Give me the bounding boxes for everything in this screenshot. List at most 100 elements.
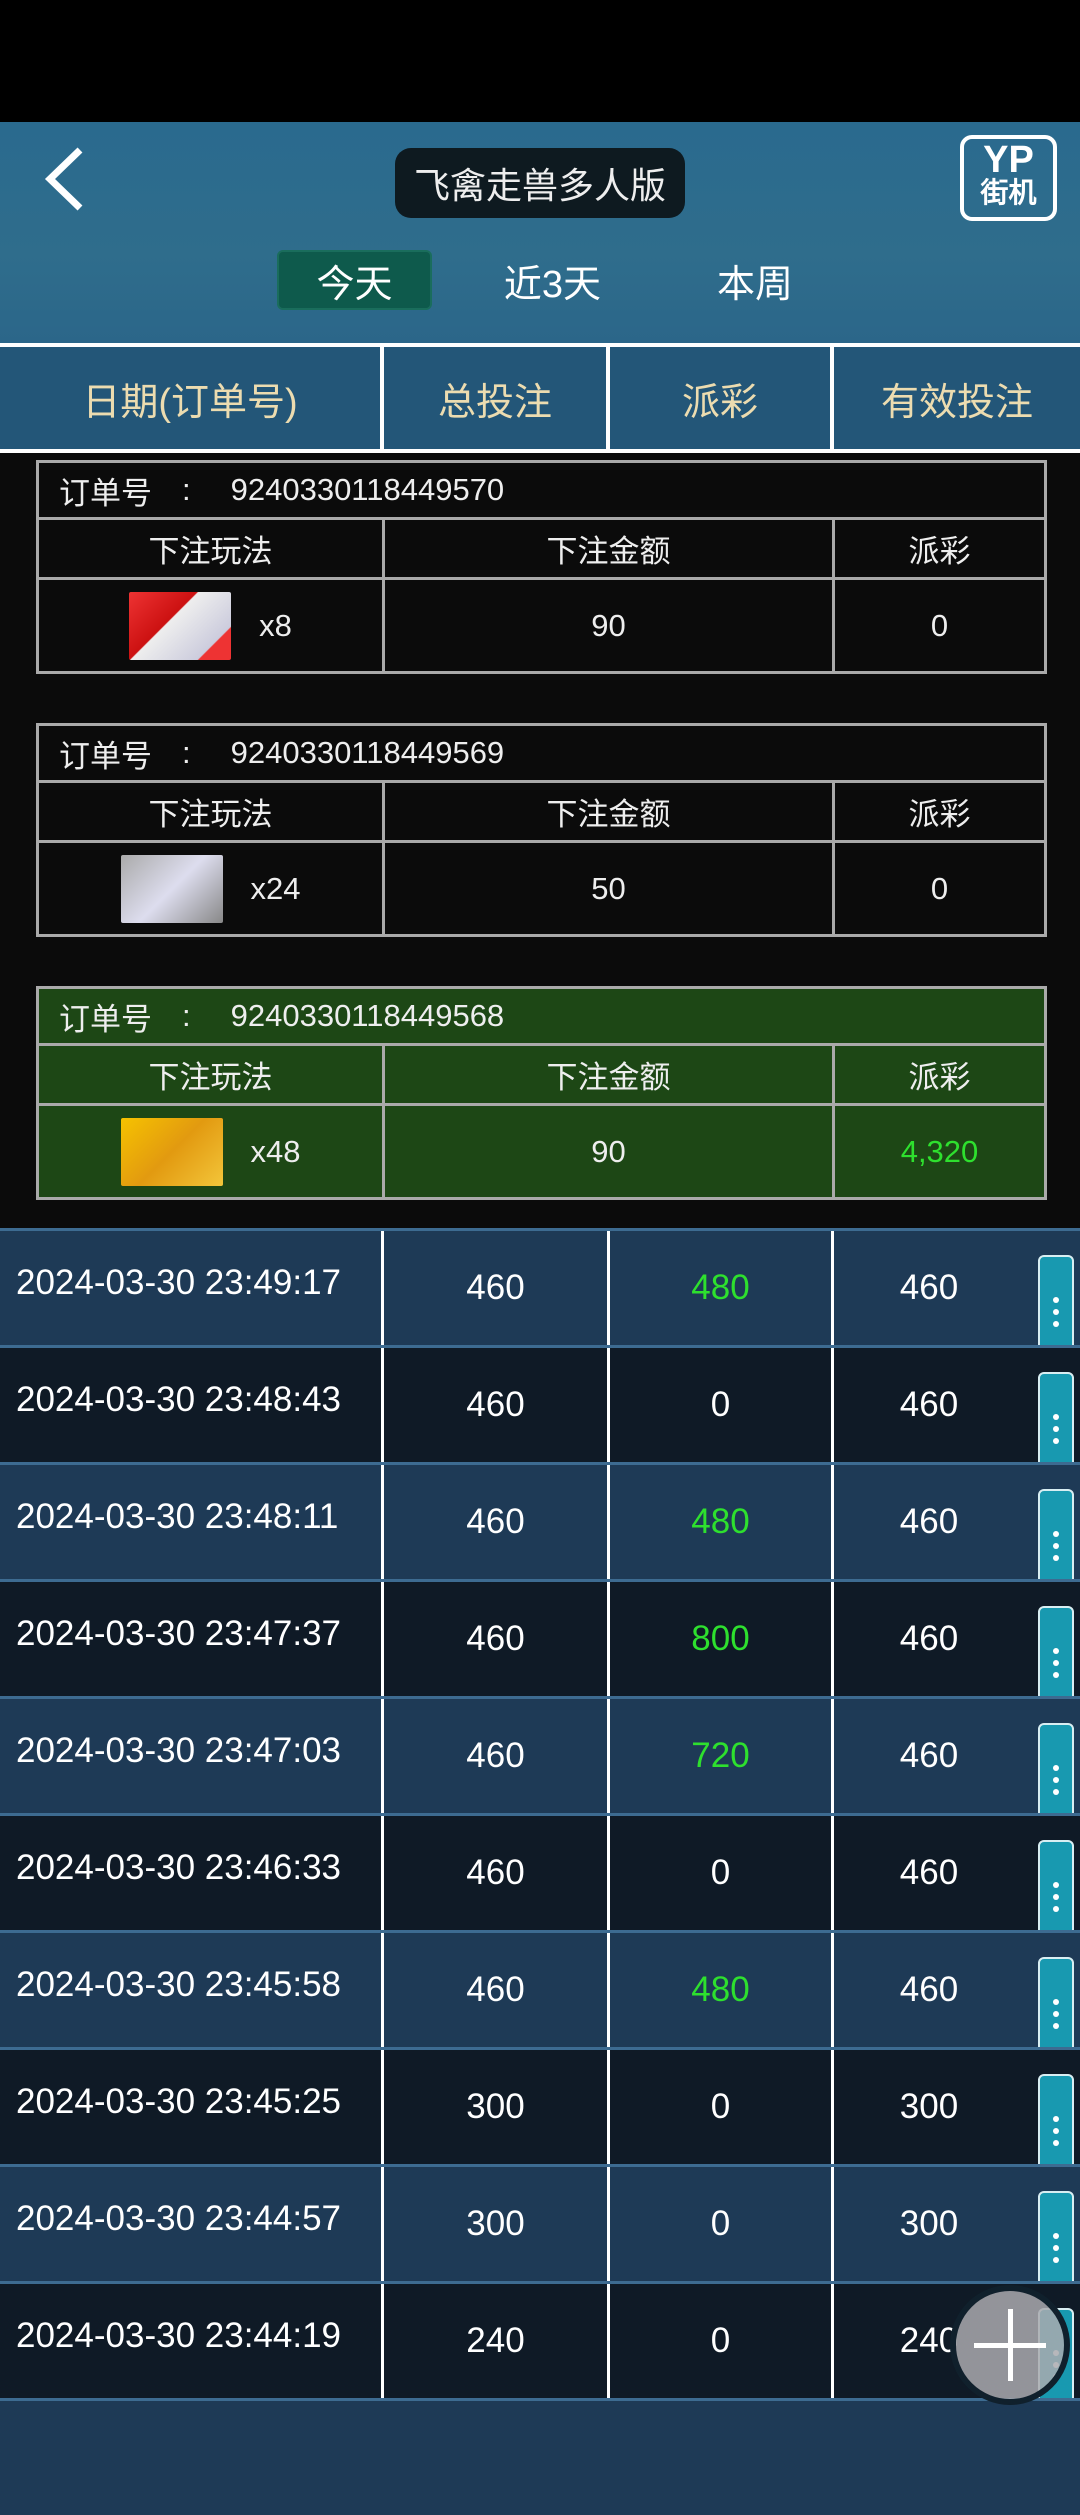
- record-total-bet: 300: [384, 2167, 610, 2281]
- page-title: 飞禽走兽多人版: [395, 148, 685, 218]
- order-number-row: 订单号:9240330118449568: [39, 989, 1044, 1046]
- order-card: 订单号:9240330118449570 下注玩法 下注金额 派彩 x8 90 0: [36, 460, 1047, 674]
- record-total-bet: 460: [384, 1816, 610, 1930]
- record-payout: 720: [610, 1699, 834, 1813]
- yp-logo: YP 街机: [960, 135, 1057, 221]
- record-valid-bet: 460: [899, 1268, 959, 1307]
- record-row[interactable]: 2024-03-30 23:47:03 460 720 460: [0, 1696, 1080, 1837]
- payout-header: 派彩: [908, 1060, 971, 1095]
- record-total-bet: 460: [384, 1348, 610, 1462]
- record-date: 2024-03-30 23:47:03: [0, 1699, 384, 1813]
- header: 飞禽走兽多人版 YP 街机 今天 近3天 本周: [0, 122, 1080, 344]
- order-number: 9240330118449570: [230, 472, 505, 507]
- record-date: 2024-03-30 23:49:17: [0, 1231, 384, 1345]
- record-payout: 0: [610, 2284, 834, 2398]
- bet-type-header: 下注玩法: [39, 783, 385, 840]
- order-label: 订单号: [59, 475, 152, 511]
- multiplier: x8: [259, 607, 292, 643]
- payout: 0: [930, 607, 949, 643]
- record-valid-bet: 240: [899, 2321, 959, 2360]
- record-total-bet: 300: [384, 2050, 610, 2164]
- payout: 4,320: [900, 1133, 979, 1169]
- multiplier: x24: [250, 870, 301, 906]
- tab-this-week[interactable]: 本周: [716, 263, 793, 306]
- bet-type-header: 下注玩法: [39, 520, 385, 577]
- multiplier: x48: [250, 1133, 301, 1169]
- payout: 0: [930, 870, 949, 906]
- silver-shark-icon: [120, 854, 223, 923]
- record-row[interactable]: 2024-03-30 23:45:58 460 480 460: [0, 1930, 1080, 2071]
- bet-amount-header: 下注金额: [385, 520, 835, 577]
- record-payout: 480: [610, 1933, 834, 2047]
- record-total-bet: 460: [384, 1465, 610, 1579]
- record-row[interactable]: 2024-03-30 23:48:11 460 480 460: [0, 1462, 1080, 1603]
- order-card: 订单号:9240330118449568 下注玩法 下注金额 派彩 x48 90 4,3…: [36, 986, 1047, 1200]
- record-date: 2024-03-30 23:45:25: [0, 2050, 384, 2164]
- tab-today[interactable]: 今天: [277, 250, 432, 310]
- record-payout: 0: [610, 1348, 834, 1462]
- record-date: 2024-03-30 23:48:11: [0, 1465, 384, 1579]
- order-detail-panel: 订单号:9240330118449570 下注玩法 下注金额 派彩 x8 90 0 订单号…: [0, 453, 1080, 1228]
- bet-amount-header: 下注金额: [385, 783, 835, 840]
- chevron-left-icon[interactable]: [40, 144, 100, 214]
- record-row[interactable]: 2024-03-30 23:44:19 240 0 240: [0, 2281, 1080, 2422]
- record-valid-bet: 300: [899, 2204, 959, 2243]
- record-row-partial: [0, 2398, 1080, 2515]
- record-row[interactable]: 2024-03-30 23:44:57 300 0 300: [0, 2164, 1080, 2305]
- order-number: 9240330118449568: [230, 998, 505, 1033]
- record-total-bet: 240: [384, 2284, 610, 2398]
- add-floating-button[interactable]: [950, 2285, 1070, 2405]
- tab-last-3-days[interactable]: 近3天: [503, 263, 602, 306]
- record-row[interactable]: 2024-03-30 23:46:33 460 0 460: [0, 1813, 1080, 1954]
- record-payout: 480: [610, 1231, 834, 1345]
- bet-records-list: 2024-03-30 23:49:17 460 480 460 2024-03-30 2…: [0, 1228, 1080, 2515]
- bet-amount-header: 下注金额: [385, 1046, 835, 1103]
- col-date: 日期(订单号): [0, 347, 384, 449]
- order-number-row: 订单号:9240330118449569: [39, 726, 1044, 783]
- payout-header: 派彩: [908, 534, 971, 569]
- record-valid-bet: 460: [899, 1619, 959, 1658]
- record-date: 2024-03-30 23:45:58: [0, 1933, 384, 2047]
- record-row[interactable]: 2024-03-30 23:49:17 460 480 460: [0, 1228, 1080, 1369]
- col-payout: 派彩: [610, 347, 834, 449]
- record-payout: 0: [610, 1816, 834, 1930]
- record-date: 2024-03-30 23:48:43: [0, 1348, 384, 1462]
- record-row[interactable]: 2024-03-30 23:47:37 460 800 460: [0, 1579, 1080, 1720]
- order-card: 订单号:9240330118449569 下注玩法 下注金额 派彩 x24 50 0: [36, 723, 1047, 937]
- order-number-row: 订单号:9240330118449570: [39, 463, 1044, 520]
- record-total-bet: 460: [384, 1933, 610, 2047]
- record-valid-bet: 460: [899, 1385, 959, 1424]
- col-total-bet: 总投注: [384, 347, 610, 449]
- record-valid-bet: 460: [899, 1736, 959, 1775]
- white-crane-icon: [129, 591, 232, 660]
- record-date: 2024-03-30 23:44:19: [0, 2284, 384, 2398]
- record-date: 2024-03-30 23:46:33: [0, 1816, 384, 1930]
- record-row[interactable]: 2024-03-30 23:45:25 300 0 300: [0, 2047, 1080, 2188]
- record-row[interactable]: 2024-03-30 23:48:43 460 0 460: [0, 1345, 1080, 1486]
- payout-header: 派彩: [908, 797, 971, 832]
- record-total-bet: 460: [384, 1699, 610, 1813]
- bet-type-header: 下注玩法: [39, 1046, 385, 1103]
- record-valid-bet: 300: [899, 2087, 959, 2126]
- record-payout: 480: [610, 1465, 834, 1579]
- bet-amount: 50: [385, 843, 835, 934]
- record-payout: 0: [610, 2050, 834, 2164]
- record-payout: 800: [610, 1582, 834, 1696]
- order-label: 订单号: [59, 1001, 152, 1037]
- record-valid-bet: 460: [899, 1853, 959, 1892]
- column-headers: 日期(订单号) 总投注 派彩 有效投注: [0, 343, 1080, 453]
- record-total-bet: 460: [384, 1582, 610, 1696]
- golden-shark-icon: [120, 1117, 223, 1186]
- date-tabs: 今天 近3天 本周: [0, 250, 1080, 310]
- record-payout: 0: [610, 2167, 834, 2281]
- col-valid-bet: 有效投注: [880, 381, 1033, 424]
- bet-amount: 90: [385, 580, 835, 671]
- record-total-bet: 460: [384, 1231, 610, 1345]
- order-number: 9240330118449569: [230, 735, 505, 770]
- bet-amount: 90: [385, 1106, 835, 1197]
- record-date: 2024-03-30 23:47:37: [0, 1582, 384, 1696]
- record-date: 2024-03-30 23:44:57: [0, 2167, 384, 2281]
- order-label: 订单号: [59, 738, 152, 774]
- status-bar: [0, 0, 1080, 122]
- record-valid-bet: 460: [899, 1502, 959, 1541]
